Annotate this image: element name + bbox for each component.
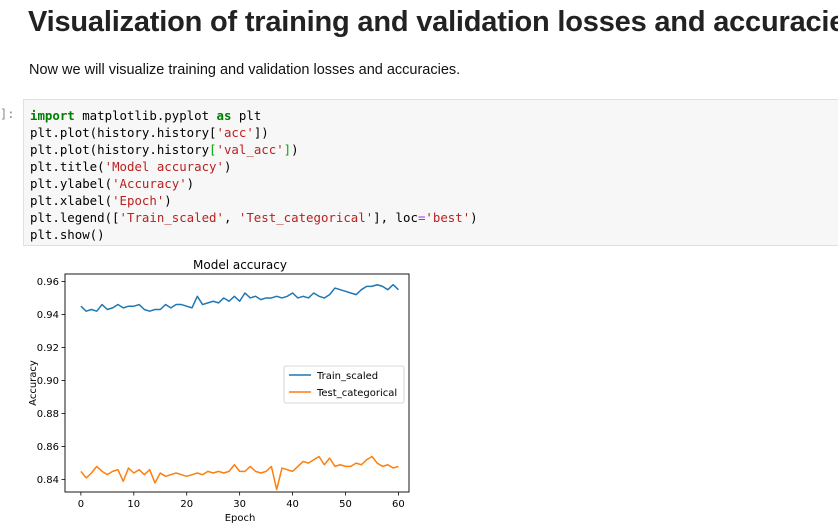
code-token: as [216,108,232,123]
code-token: plt.xlabel( [30,193,113,208]
code-token: ) [223,159,232,174]
code-token: matplotlib.pyplot [74,108,217,123]
y-tick-label: 0.94 [37,310,59,321]
code-token: plt.plot(history.history[ [30,125,217,140]
x-tick-label: 60 [392,499,405,510]
x-axis: 0 10 20 30 40 50 60 [78,492,405,510]
series-line-test-categorical [80,455,399,491]
code-token: plt.show() [30,227,105,242]
intro-text: Now we will visualize training and valid… [29,62,461,78]
code-line: plt.plot(history.history['acc']) [30,124,478,141]
code-token: import [30,108,75,123]
y-tick-label: 0.92 [37,343,59,354]
y-tick-label: 0.96 [37,277,59,288]
series-line-train-scaled [80,283,399,312]
code-token: plt.title( [30,159,105,174]
y-tick-label: 0.90 [37,376,59,387]
code-token: 'Model accuracy' [104,159,224,174]
x-tick-label: 40 [286,499,299,510]
y-axis-label: Accuracy [28,360,39,406]
x-tick-label: 0 [78,499,84,510]
y-tick-label: 0.88 [37,409,59,420]
code-token: ]) [253,125,269,140]
y-tick-label: 0.84 [37,475,59,486]
code-line: import matplotlib.pyplot as plt [30,107,478,124]
output-area: Model accuracy 0.84 0.86 0.88 0.90 0.92 0.94 0… [24,254,414,526]
x-axis-label: Epoch [225,513,256,524]
x-tick-label: 50 [339,499,352,510]
code-editor[interactable]: import matplotlib.pyplot as plt plt.plot(… [30,107,478,243]
code-token: 'Epoch' [112,193,165,208]
code-token: ) [186,176,195,191]
code-token: 'best' [425,210,471,225]
code-token: plt.legend([ [30,210,120,225]
legend-label-test: Test_categorical [316,388,397,399]
code-token: plt [231,108,262,123]
cell-prompt: ]: [0,107,15,121]
series-layer [80,283,399,491]
code-token: , [223,210,239,225]
code-token: 'Accuracy' [112,176,187,191]
code-token: plt.plot(history.history [30,142,210,157]
code-token: ] [283,142,292,157]
code-line: plt.plot(history.history['val_acc']) [30,141,478,158]
code-token: ) [164,193,172,208]
x-tick-label: 20 [180,499,193,510]
legend-label-train: Train_scaled [316,371,378,382]
code-token: ], loc [373,210,418,225]
code-token: 'acc' [216,125,254,140]
code-line: plt.show() [30,226,478,243]
code-token: 'val_acc' [216,142,284,157]
page-heading: Visualization of training and validation… [28,6,838,38]
legend-box [283,365,405,404]
y-axis: 0.84 0.86 0.88 0.90 0.92 0.94 0.96 [37,277,65,486]
chart-legend: Train_scaled Test_categorical [283,365,405,404]
code-token: [ [209,142,217,157]
chart-title: Model accuracy [193,258,287,272]
code-token: ) [291,142,299,157]
code-line: plt.xlabel('Epoch') [30,192,478,209]
accuracy-chart: Model accuracy 0.840.860.880.900.920.940… [28,258,410,524]
code-line: plt.ylabel('Accuracy') [30,175,478,192]
code-token: 'Train_scaled' [119,210,224,225]
code-token: 'Test_categorical' [238,210,374,225]
y-tick-label: 0.86 [37,442,59,453]
code-line: plt.title('Model accuracy') [30,158,478,175]
code-cell[interactable]: import matplotlib.pyplot as plt plt.plot(… [23,99,838,246]
x-tick-label: 10 [127,499,140,510]
code-line: plt.legend(['Train_scaled', 'Test_catego… [30,209,478,226]
code-token: = [417,210,426,225]
code-token: ) [470,210,478,225]
x-tick-label: 30 [233,499,246,510]
plot-frame [64,273,410,493]
code-token: plt.ylabel( [30,176,113,191]
